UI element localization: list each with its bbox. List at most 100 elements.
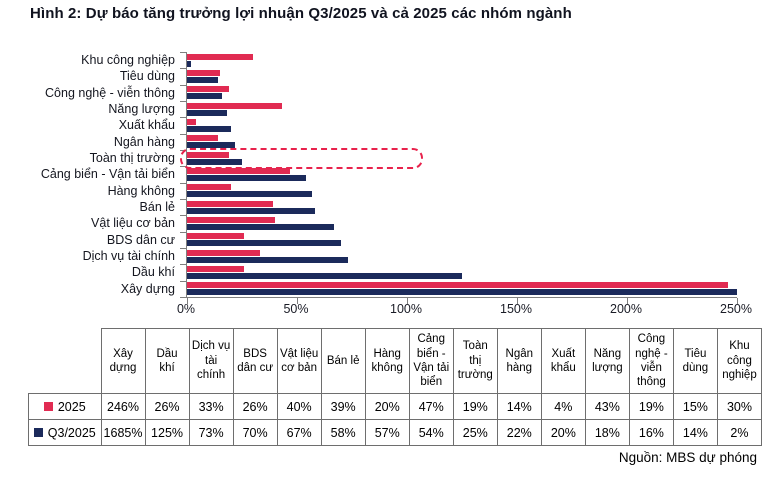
- legend-label: Q3/2025: [47, 425, 96, 440]
- bar-2025: [187, 265, 245, 272]
- bar-group: [187, 52, 737, 68]
- bar-q3-2025: [187, 289, 737, 296]
- x-axis-tick-label: 50%: [283, 302, 309, 316]
- bar-group: [187, 183, 737, 199]
- table-column-header: Ngân hàng: [496, 328, 542, 394]
- table-header-row: Xây dựng Dầu khí Dịch vụ tài chính BDS dân …: [29, 328, 763, 394]
- bar-q3-2025: [187, 60, 192, 67]
- bar-2025: [187, 53, 253, 60]
- category-label: Dầu khí: [131, 265, 175, 280]
- table-column-header: Hàng không: [364, 328, 410, 394]
- bar-2025: [187, 151, 229, 158]
- table-value-cell: 246%: [100, 393, 146, 420]
- bar-q3-2025: [187, 272, 462, 279]
- legend-cell: 2025: [28, 393, 102, 420]
- bar-q3-2025: [187, 125, 231, 132]
- x-axis-tick: [516, 298, 518, 304]
- table-value-cell: 67%: [276, 419, 322, 446]
- category-label: Dịch vụ tài chính: [82, 249, 175, 264]
- table-column-header: Tiêu dùng: [672, 328, 718, 394]
- bar-group: [187, 150, 737, 166]
- table-value-cell: 58%: [320, 419, 366, 446]
- category-label: Năng lượng: [108, 102, 175, 117]
- x-axis-tick: [736, 298, 738, 304]
- table-value-cell: 26%: [144, 393, 190, 420]
- table-column-header: Cảng biển - Vận tải biển: [408, 328, 454, 394]
- x-axis-tick: [626, 298, 628, 304]
- table-value-cell: 30%: [716, 393, 763, 420]
- table-row: 2025 246% 26% 33% 26% 40% 39% 20% 47% 19% 14% 4% 43%…: [28, 393, 763, 420]
- legend-swatch-icon: [43, 401, 53, 411]
- bar-group: [187, 215, 737, 231]
- bar-q3-2025: [187, 76, 218, 83]
- bar-q3-2025: [187, 256, 348, 263]
- category-label: Hàng không: [107, 183, 175, 198]
- legend-cell: Q3/2025: [28, 419, 102, 446]
- bar-q3-2025: [187, 207, 315, 214]
- table-value-cell: 125%: [144, 419, 190, 446]
- y-axis-tick: [180, 281, 186, 282]
- table-value-cell: 1685%: [100, 419, 146, 446]
- table-column-header: Toàn thị trường: [452, 328, 498, 394]
- table-column-header: Công nghệ - viễn thông: [628, 328, 674, 394]
- bar-q3-2025: [187, 174, 306, 181]
- x-axis-tick-label: 250%: [720, 302, 752, 316]
- table-column-header: Bán lẻ: [320, 328, 366, 394]
- category-label: Tiêu dùng: [119, 69, 175, 84]
- table-value-cell: 39%: [320, 393, 366, 420]
- table-value-cell: 73%: [188, 419, 234, 446]
- x-axis-tick: [296, 298, 298, 304]
- table-column-header: Xây dựng: [100, 328, 146, 394]
- bar-group: [187, 101, 737, 117]
- bar-2025: [187, 216, 275, 223]
- bar-q3-2025: [187, 93, 223, 100]
- figure-title: Hình 2: Dự báo tăng trưởng lợi nhuận Q3/…: [30, 5, 572, 22]
- bar-2025: [187, 102, 282, 109]
- table-value-cell: 25%: [452, 419, 498, 446]
- table-value-cell: 43%: [584, 393, 630, 420]
- y-axis-tick: [180, 134, 186, 135]
- category-label: Bán lẻ: [139, 200, 175, 215]
- table-value-cell: 40%: [276, 393, 322, 420]
- x-axis-tick-label: 200%: [610, 302, 642, 316]
- x-axis-tick: [406, 298, 408, 304]
- category-label: Xuất khẩu: [118, 118, 175, 133]
- bar-2025: [187, 86, 229, 93]
- bar-2025: [187, 167, 291, 174]
- table-value-cell: 22%: [496, 419, 542, 446]
- category-axis-labels: Khu công nghiệp Tiêu dùng Công nghệ - viễn…: [0, 52, 181, 297]
- table-value-cell: 57%: [364, 419, 410, 446]
- table-value-cell: 19%: [628, 393, 674, 420]
- category-label: Xây dựng: [120, 281, 175, 296]
- table-value-cell: 20%: [540, 419, 586, 446]
- category-label: Khu công nghiệp: [81, 53, 175, 68]
- table-value-cell: 33%: [188, 393, 234, 420]
- bar-chart-plot-area: [180, 52, 738, 304]
- y-axis-tick: [180, 68, 186, 69]
- table-value-cell: 19%: [452, 393, 498, 420]
- y-axis-tick: [180, 199, 186, 200]
- category-label: Ngân hàng: [113, 134, 175, 149]
- bar-2025: [187, 282, 729, 289]
- bar-2025: [187, 69, 220, 76]
- x-axis-tick-labels: 0% 50% 100% 150% 200% 250%: [177, 302, 752, 318]
- bar-2025: [187, 200, 273, 207]
- bar-2025: [187, 118, 196, 125]
- y-axis-tick: [180, 52, 186, 53]
- y-axis-tick: [180, 101, 186, 102]
- y-axis-tick: [180, 85, 186, 86]
- bar-group: [187, 117, 737, 133]
- bar-group: [187, 85, 737, 101]
- bar-q3-2025: [187, 240, 341, 247]
- table-value-cell: 18%: [584, 419, 630, 446]
- table-row: Q3/2025 1685% 125% 73% 70% 67% 58% 57% 54% 25% 22%…: [28, 419, 763, 446]
- table-column-header: Xuất khẩu: [540, 328, 586, 394]
- bar-group: [187, 68, 737, 84]
- y-axis-tick: [180, 117, 186, 118]
- table-column-header: Dầu khí: [144, 328, 190, 394]
- category-label: Toàn thị trường: [89, 151, 175, 166]
- y-axis-tick: [180, 232, 186, 233]
- table-value-cell: 54%: [408, 419, 454, 446]
- bar-group: [187, 248, 737, 264]
- legend-swatch-icon: [33, 427, 43, 437]
